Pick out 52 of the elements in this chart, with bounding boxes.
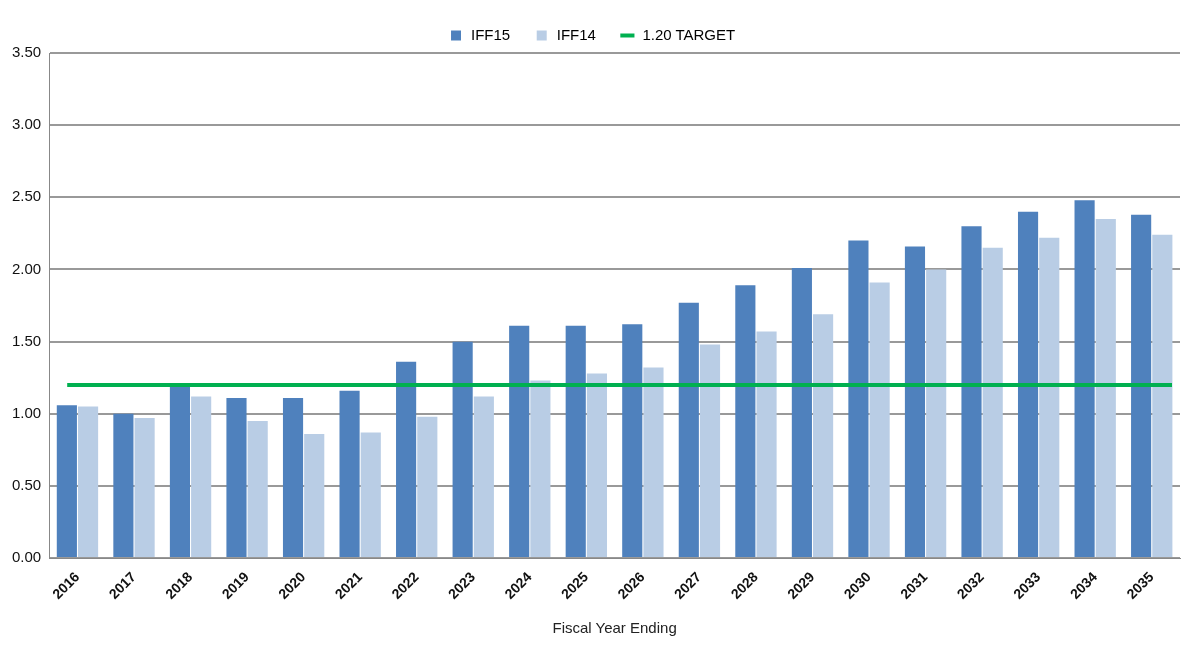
- bar: [643, 367, 664, 558]
- bar: [1152, 234, 1173, 558]
- bar: [678, 302, 699, 558]
- bar: [134, 418, 155, 558]
- bar: [586, 373, 607, 558]
- bar: [622, 324, 643, 558]
- bar: [1074, 200, 1095, 558]
- bar: [452, 341, 473, 558]
- bar: [1017, 211, 1039, 558]
- y-tick-label: 3.00: [11, 115, 42, 133]
- legend-label: IFF14: [556, 25, 596, 43]
- bar: [304, 433, 325, 558]
- bar: [756, 331, 777, 558]
- legend-label: IFF15: [471, 25, 511, 43]
- bar: [1095, 218, 1116, 558]
- bar: [417, 416, 438, 558]
- bar: [56, 405, 77, 558]
- x-axis-title: Fiscal Year Ending: [552, 619, 677, 637]
- bar: [926, 269, 947, 558]
- bar: [982, 247, 1003, 558]
- bar: [961, 226, 982, 558]
- bar: [113, 413, 134, 558]
- bar: [473, 396, 494, 558]
- y-tick-label: 0.00: [11, 548, 42, 566]
- bar: [565, 325, 586, 558]
- bar: [699, 344, 721, 558]
- legend-label: 1.20 TARGET: [642, 25, 736, 43]
- y-tick-label: 2.50: [11, 187, 42, 205]
- bar: [247, 421, 268, 558]
- bar: [78, 406, 99, 558]
- bar: [530, 380, 551, 558]
- bar: [869, 282, 890, 558]
- bar: [791, 268, 812, 558]
- y-tick-label: 0.50: [11, 476, 42, 494]
- bar: [169, 384, 191, 558]
- bar: [904, 246, 926, 558]
- bar: [1131, 214, 1152, 558]
- y-tick-label: 1.50: [11, 331, 42, 349]
- bar: [848, 240, 869, 558]
- bar: [360, 432, 381, 558]
- bar: [1039, 237, 1060, 558]
- bar: [191, 396, 212, 558]
- bar: [226, 397, 247, 558]
- bar: [813, 314, 834, 558]
- y-tick-label: 3.50: [11, 43, 42, 61]
- bar: [735, 285, 756, 558]
- y-tick-label: 1.00: [11, 403, 42, 421]
- y-tick-label: 2.00: [11, 259, 42, 277]
- bar: [282, 397, 304, 558]
- bar: [509, 325, 530, 558]
- bar: [339, 390, 360, 558]
- bar: [396, 361, 417, 558]
